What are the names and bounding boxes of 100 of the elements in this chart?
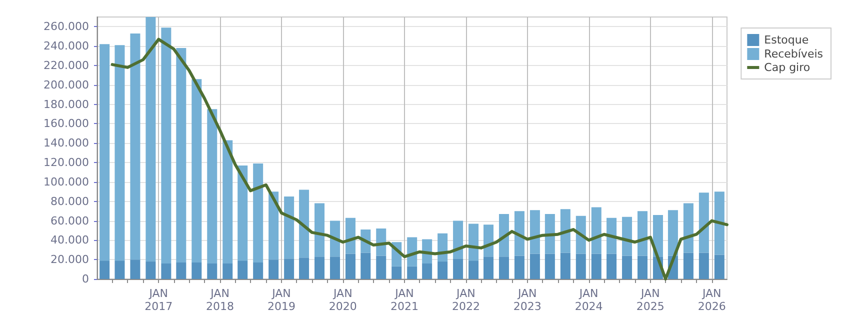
line-series (110, 38, 728, 280)
bar (360, 252, 371, 279)
bar (606, 218, 617, 254)
legend-label: Cap giro (764, 61, 810, 74)
bar (100, 44, 110, 261)
bar (176, 48, 186, 263)
bar (560, 209, 570, 253)
x-tick-label: JAN 2020 (328, 287, 357, 313)
bar (468, 260, 479, 279)
legend-label: Recebíveis (764, 48, 824, 60)
bar (714, 192, 724, 255)
bar (130, 260, 140, 279)
y-tick-label: 80.000 (50, 194, 89, 208)
bar (314, 256, 325, 279)
bar (638, 256, 648, 279)
bar (392, 266, 402, 279)
bar (498, 256, 509, 279)
bar (146, 262, 156, 279)
bar (268, 260, 279, 279)
bar (284, 196, 294, 259)
bar (606, 254, 617, 279)
bar (453, 220, 464, 259)
bar (345, 254, 356, 279)
y-tick-label: 60.000 (50, 214, 89, 228)
bar (376, 256, 386, 279)
bar (698, 192, 709, 253)
bar (683, 203, 694, 253)
bar (100, 260, 110, 279)
x-tick-label: JAN 2022 (452, 287, 480, 313)
bar (591, 207, 602, 254)
bar (299, 190, 310, 258)
bar (576, 254, 586, 279)
bar (130, 33, 140, 260)
bar (238, 260, 248, 279)
x-tick-label: JAN 2018 (206, 287, 234, 313)
bar (222, 263, 233, 279)
y-tick-label: 260.000 (44, 20, 89, 34)
y-tick-label: 240.000 (44, 40, 89, 53)
bar (207, 263, 218, 279)
bar (438, 262, 448, 279)
bar (422, 263, 432, 279)
bar (622, 256, 632, 279)
bar (238, 165, 248, 261)
x-tick-label: JAN 2026 (698, 287, 726, 313)
x-tick-label: JAN 2023 (513, 287, 542, 313)
y-tick-label: 160.000 (44, 117, 89, 130)
bar (253, 164, 264, 263)
bar (407, 266, 418, 279)
bar (576, 216, 586, 254)
bar (530, 254, 540, 279)
bar (345, 218, 356, 254)
y-tick-label: 120.000 (44, 156, 89, 170)
bar (314, 203, 325, 257)
x-tick-label: JAN 2024 (574, 287, 603, 313)
bar (530, 210, 540, 254)
bar (146, 17, 156, 262)
bar (514, 256, 524, 279)
bar (161, 28, 172, 264)
bar (114, 260, 125, 279)
y-tick-label: 220.000 (44, 59, 89, 72)
bar (638, 211, 648, 256)
legend-label: Estoque (764, 34, 809, 46)
x-tick-label: JAN 2025 (636, 287, 664, 313)
y-tick-label: 180.000 (44, 98, 89, 111)
y-tick-label: 40.000 (50, 234, 89, 247)
bar (560, 252, 570, 279)
bar (268, 192, 279, 260)
bar (484, 256, 494, 279)
x-tick-label: JAN 2019 (267, 287, 296, 313)
y-tick-label: 100.000 (44, 175, 89, 188)
bar (330, 256, 340, 279)
bar (207, 109, 218, 264)
bar (698, 252, 709, 279)
bar (299, 258, 310, 279)
bar (591, 254, 602, 279)
bar (498, 214, 509, 257)
y-tick-label: 200.000 (44, 78, 89, 92)
bar (284, 258, 294, 279)
bar (114, 45, 125, 261)
bar (222, 140, 233, 264)
bar (652, 214, 663, 257)
bar (453, 258, 464, 279)
bar (176, 262, 186, 279)
bar (468, 224, 479, 261)
bar (253, 262, 264, 279)
bar (714, 254, 724, 279)
bar (668, 210, 678, 256)
bar (544, 214, 555, 254)
bar (192, 262, 202, 279)
bar (161, 263, 172, 279)
y-tick-label: 140.000 (44, 136, 89, 150)
bar (514, 211, 524, 256)
x-tick-label: JAN 2017 (144, 287, 173, 313)
bar (330, 220, 340, 257)
x-tick-label: JAN 2021 (390, 287, 419, 313)
bar (683, 252, 694, 279)
bar (192, 79, 202, 263)
y-tick-label: 0 (82, 272, 89, 286)
bar (622, 216, 632, 256)
y-tick-label: 20.000 (50, 253, 89, 266)
